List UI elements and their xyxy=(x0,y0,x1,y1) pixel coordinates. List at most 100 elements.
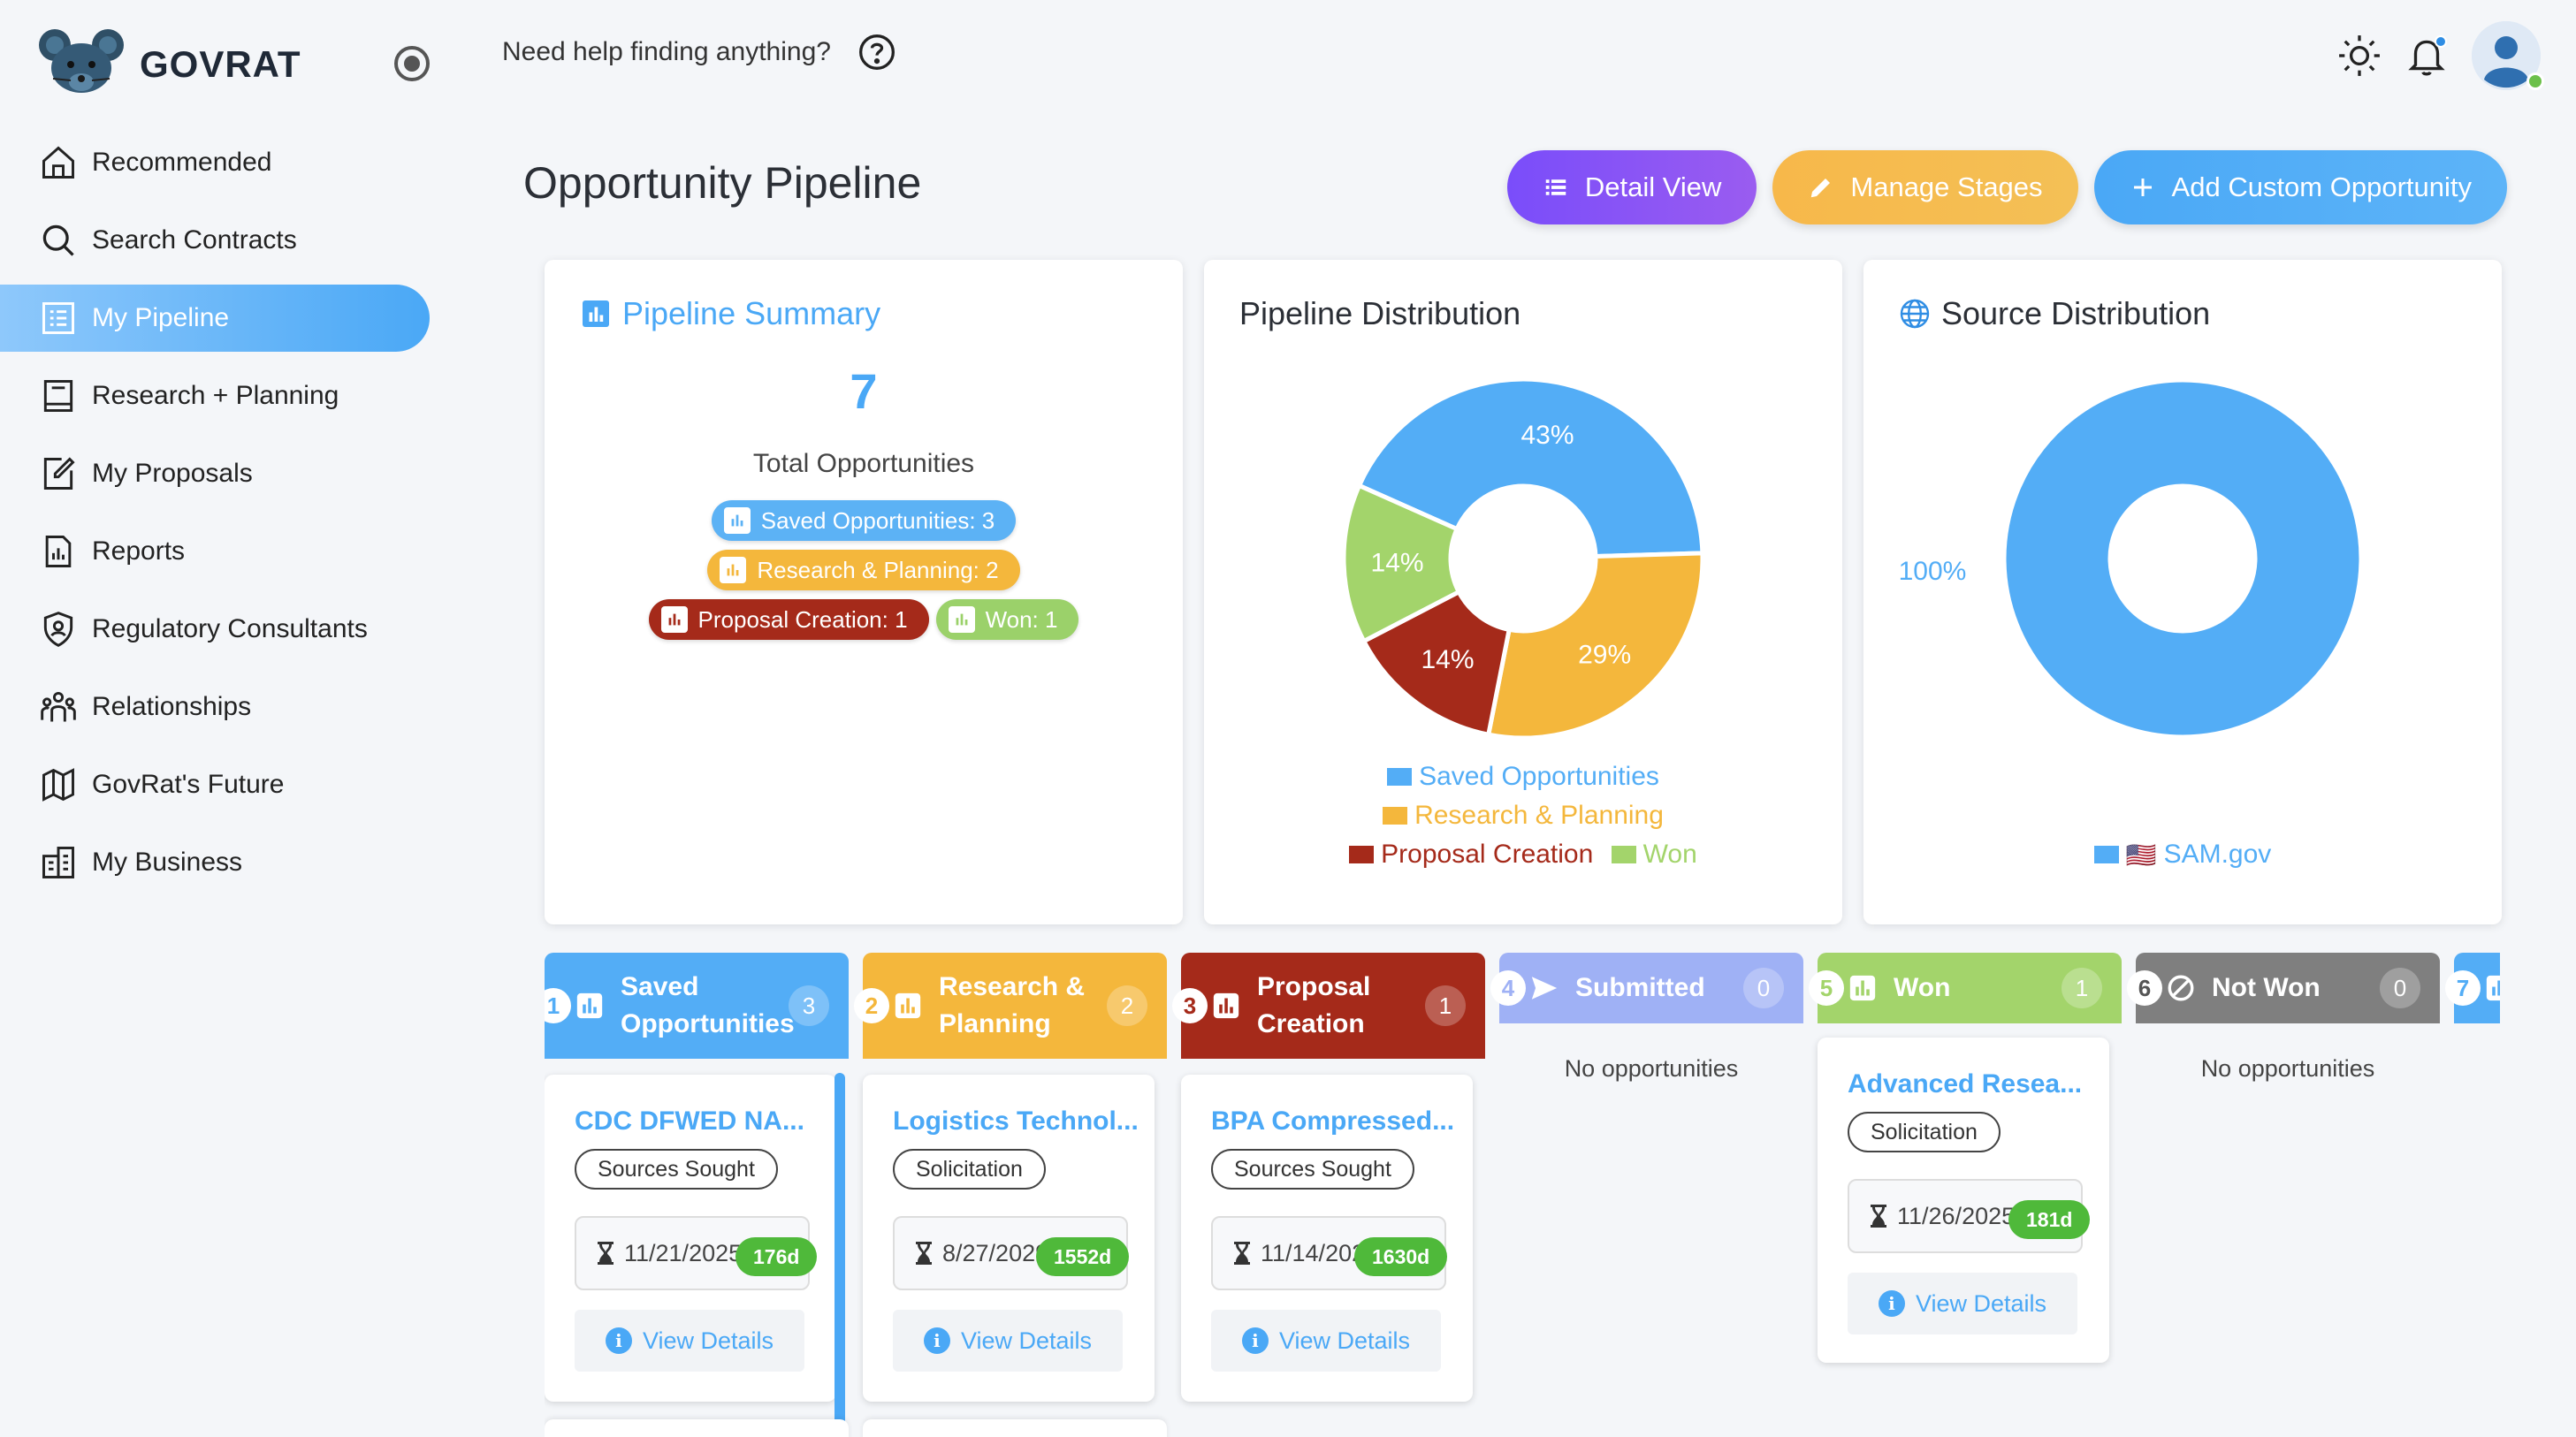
sidebar-item-label: Recommended xyxy=(92,148,272,177)
sidebar-item-recommended[interactable]: Recommended xyxy=(0,129,460,196)
legend-item-research[interactable]: Research & Planning xyxy=(1383,801,1664,831)
avatar[interactable] xyxy=(2472,21,2544,90)
online-status-dot xyxy=(2526,72,2544,90)
sidebar-item-label: My Pipeline xyxy=(92,303,230,332)
sun-icon[interactable] xyxy=(2337,34,2382,78)
sidebar-item-relationships[interactable]: Relationships xyxy=(0,673,460,741)
pie-slice-proposal-creation[interactable] xyxy=(1360,589,1513,738)
card-title-text: Pipeline Summary xyxy=(622,295,881,331)
pipeline-distribution-card: Pipeline Distribution 43% 29% 14% 14% Saved… xyxy=(1204,260,1842,924)
view-details-button[interactable]: i View Details xyxy=(1211,1310,1441,1372)
opportunity-card[interactable] xyxy=(863,1419,1167,1437)
opportunity-card[interactable]: Logistics Technol... Solicitation 8/27/2… xyxy=(863,1075,1155,1402)
column-scrollbar[interactable] xyxy=(835,1073,845,1437)
notifications-button[interactable] xyxy=(2405,34,2449,78)
bar-chart-icon xyxy=(583,300,609,327)
sidebar-item-govrats-future[interactable]: GovRat's Future xyxy=(0,751,460,818)
opportunity-card[interactable]: Advanced Resea... Solicitation 11/26/202… xyxy=(1818,1038,2109,1363)
sidebar-item-research-planning[interactable]: Research + Planning xyxy=(0,362,460,430)
help-circle-icon[interactable] xyxy=(857,33,896,72)
opportunity-card[interactable]: CDC DFWED NA... Sources Sought 11/21/202… xyxy=(545,1075,836,1402)
view-details-button[interactable]: i View Details xyxy=(893,1310,1123,1372)
bar-chart-icon xyxy=(948,606,975,633)
days-remaining-badge: 181d xyxy=(2008,1200,2091,1239)
view-details-button[interactable]: i View Details xyxy=(1848,1273,2077,1334)
days-remaining-badge: 1552d xyxy=(1036,1237,1130,1276)
manage-stages-button[interactable]: Manage Stages xyxy=(1772,150,2078,224)
sidebar-item-my-business[interactable]: My Business xyxy=(0,829,460,896)
chip-row: Saved Opportunities: 3 xyxy=(545,500,1183,541)
page-actions: Detail View Manage Stages Add Custom Opp… xyxy=(1491,150,2507,224)
people-icon xyxy=(41,691,76,722)
chip-label: Saved Opportunities: 3 xyxy=(760,506,995,534)
detail-view-button[interactable]: Detail View xyxy=(1506,150,1757,224)
opportunity-card[interactable] xyxy=(545,1419,849,1437)
sidebar-toggle-icon[interactable] xyxy=(394,46,430,81)
chip-label: Won: 1 xyxy=(985,605,1058,633)
opportunity-title[interactable]: BPA Compressed... xyxy=(1211,1106,1455,1136)
column-count: 2 xyxy=(1107,985,1147,1026)
sidebar-item-label: Regulatory Consultants xyxy=(92,614,368,643)
column-header-7[interactable]: 7 xyxy=(2445,953,2500,1023)
deadline-date: 11/26/2025 xyxy=(1897,1202,2016,1229)
opportunity-type-badge: Solicitation xyxy=(1848,1112,2001,1152)
sidebar-item-search-contracts[interactable]: Search Contracts xyxy=(0,207,460,274)
column-header-saved[interactable]: 1 Saved Opportunities 3 xyxy=(545,953,849,1059)
source-distribution-title: Source Distribution xyxy=(1899,295,2210,332)
days-remaining-badge: 176d xyxy=(735,1237,818,1276)
sidebar-item-my-pipeline[interactable]: My Pipeline xyxy=(0,285,430,352)
column-header-won[interactable]: 5 Won 1 xyxy=(1809,953,2122,1023)
card-title-text: Pipeline Distribution xyxy=(1239,295,1521,331)
chip-label: Research & Planning: 2 xyxy=(757,556,999,583)
empty-column-text: No opportunities xyxy=(2200,1055,2375,1082)
pipeline-kanban: 1 Saved Opportunities 3 CDC DFWED NA... … xyxy=(545,953,2500,1437)
opportunity-card[interactable]: BPA Compressed... Sources Sought 11/14/2… xyxy=(1181,1075,1473,1402)
detail-view-label: Detail View xyxy=(1584,171,1722,202)
logo[interactable]: GOVRAT xyxy=(35,25,301,104)
view-details-button[interactable]: i View Details xyxy=(575,1310,804,1372)
card-title-text: Source Distribution xyxy=(1941,295,2211,331)
report-icon xyxy=(45,536,72,567)
column-count: 1 xyxy=(1425,985,1466,1026)
opportunity-title[interactable]: Logistics Technol... xyxy=(893,1106,1139,1136)
pie-slice-saved-opportunities[interactable] xyxy=(1356,376,1705,559)
sidebar-item-reports[interactable]: Reports xyxy=(0,518,460,585)
opportunity-title[interactable]: CDC DFWED NA... xyxy=(575,1106,804,1136)
slice-label: 29% xyxy=(1578,641,1631,670)
sidebar-nav: Recommended Search Contracts My Pipeline… xyxy=(0,129,460,907)
total-opportunities-label: Total Opportunities xyxy=(752,449,975,478)
column-number: 6 xyxy=(2127,970,2162,1006)
column-header-research[interactable]: 2 Research & Planning 2 xyxy=(854,953,1167,1059)
column-count: 0 xyxy=(1743,968,1784,1008)
search-icon xyxy=(42,224,74,256)
pipeline-summary-title: Pipeline Summary xyxy=(580,295,880,332)
pie-slice-research-planning[interactable] xyxy=(1485,551,1705,741)
column-header-not-won[interactable]: 6 Not Won 0 xyxy=(2127,953,2440,1023)
legend-item-saved[interactable]: Saved Opportunities xyxy=(1387,762,1659,792)
legend-item-proposal[interactable]: Proposal Creation xyxy=(1349,840,1593,870)
help-text: Need help finding anything? xyxy=(502,37,831,66)
legend-item-won[interactable]: Won xyxy=(1611,840,1697,870)
sidebar-item-regulatory-consultants[interactable]: Regulatory Consultants xyxy=(0,596,460,663)
bell-icon xyxy=(2408,40,2445,76)
days-remaining-badge: 1630d xyxy=(1354,1237,1448,1276)
column-label: Proposal Creation xyxy=(1257,972,1371,1038)
deadline-date: 8/27/2029 xyxy=(942,1239,1049,1266)
column-header-submitted[interactable]: 4 Submitted 0 xyxy=(1490,953,1803,1023)
sidebar-item-label: Research + Planning xyxy=(92,381,339,410)
pie-slice-sam-gov[interactable] xyxy=(2001,377,2364,740)
column-number: 4 xyxy=(1490,970,1526,1006)
help-prompt[interactable]: Need help finding anything? xyxy=(502,30,896,74)
opportunity-title[interactable]: Advanced Resea... xyxy=(1848,1069,2083,1099)
add-custom-opportunity-button[interactable]: Add Custom Opportunity xyxy=(2093,150,2507,224)
info-icon: i xyxy=(605,1327,632,1354)
view-details-label: View Details xyxy=(1915,1289,2047,1317)
sidebar-item-label: My Business xyxy=(92,848,243,877)
info-icon: i xyxy=(923,1327,950,1354)
column-header-proposal[interactable]: 3 Proposal Creation 1 xyxy=(1172,953,1485,1059)
sidebar-item-my-proposals[interactable]: My Proposals xyxy=(0,440,460,507)
slice-label: 14% xyxy=(1421,645,1475,674)
pie-slice-won[interactable] xyxy=(1341,483,1462,644)
column-number: 7 xyxy=(2445,970,2481,1006)
legend-item-sam-gov[interactable]: 🇺🇸 SAM.gov xyxy=(2093,840,2271,870)
